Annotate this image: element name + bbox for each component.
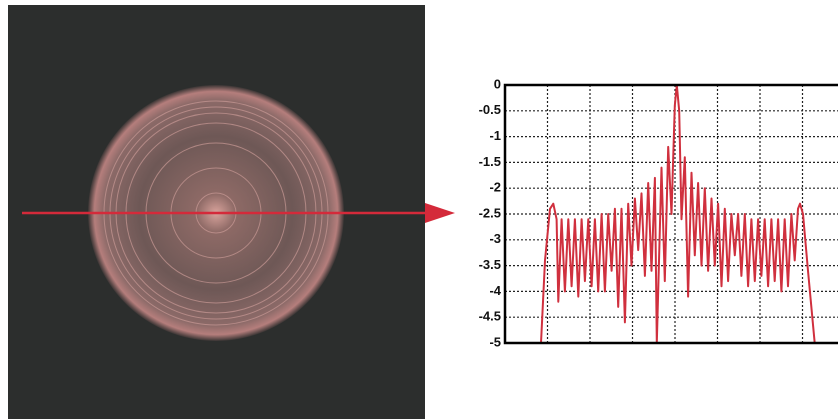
y-tick-label: -5 (489, 334, 501, 349)
y-tick-label: -4.5 (479, 309, 501, 324)
y-tick-label: -4 (489, 283, 501, 298)
y-tick-label: -2.5 (479, 205, 501, 220)
y-tick-label: -3 (489, 231, 501, 246)
y-tick-label: -2 (489, 180, 501, 195)
y-tick-label: -1 (489, 128, 501, 143)
plot: 0 -0.5 -1 -1.5 -2 -2.5 -3 -3.5 -4 -4.5 -5 (479, 76, 838, 349)
figure: 0 -0.5 -1 -1.5 -2 -2.5 -3 -3.5 -4 -4.5 -5 (0, 0, 838, 419)
y-tick-label: -0.5 (479, 102, 501, 117)
y-tick-label: -3.5 (479, 257, 501, 272)
y-tick-label: -1.5 (479, 154, 501, 169)
y-tick-label: 0 (494, 76, 501, 91)
arrow (425, 203, 455, 223)
